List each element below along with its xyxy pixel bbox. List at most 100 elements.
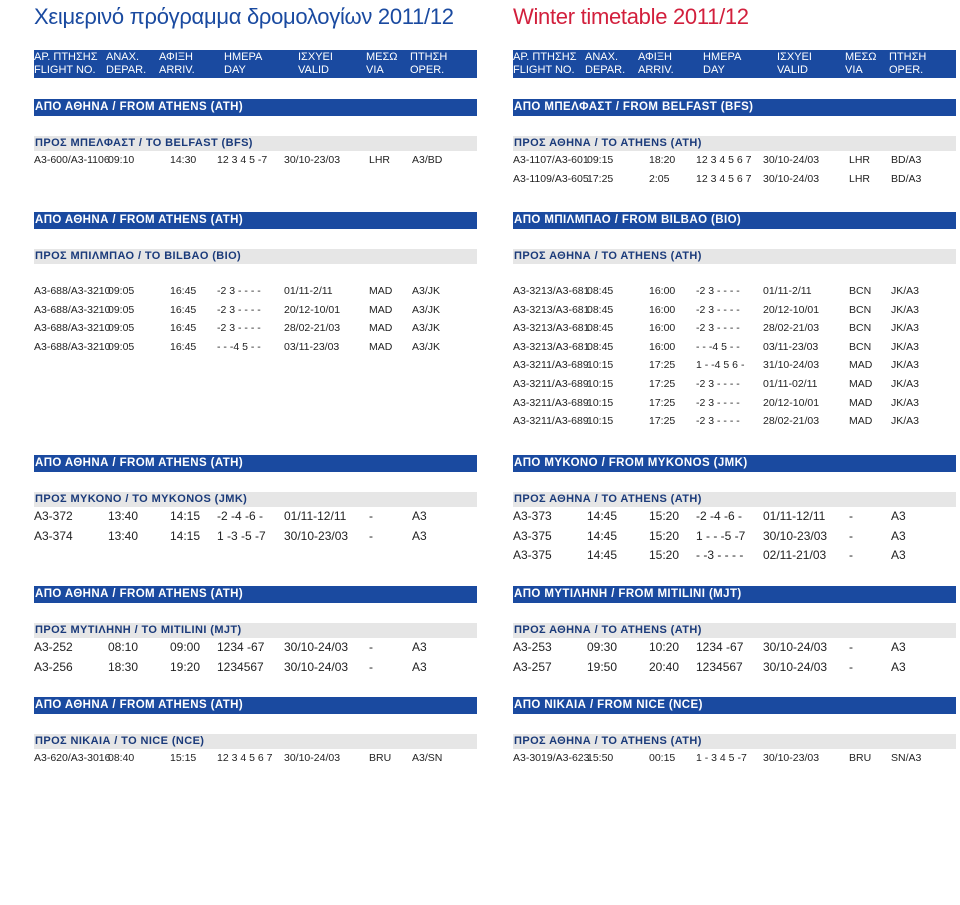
validity-period: 30/10-23/03 — [284, 528, 349, 543]
operating-days: -2 3 - - - - — [217, 322, 261, 335]
route-section-bilbao-athens: ΑΠΟ ΜΠΙΛΜΠΑΟ / FROM BILBAO (BIO) ΠΡΟΣ ΑΘ… — [513, 212, 956, 432]
arrival-time: 16:00 — [649, 303, 676, 316]
departure-time: 08:45 — [587, 340, 614, 353]
flight-row: A3-257 19:50 20:40 1234567 30/10-24/03 - A3 — [513, 658, 956, 678]
flight-number: A3-3211/A3-689 — [513, 396, 589, 409]
flight-row: A3-253 09:30 10:20 1234 -67 30/10-24/03 - A3 — [513, 638, 956, 658]
departure-time: 09:05 — [108, 285, 135, 297]
operating-days: 1234 -67 — [696, 640, 744, 654]
departure-time: 14:45 — [587, 528, 618, 543]
header-operator-gr: ΠΤΗΣΗ — [889, 51, 927, 63]
departure-time: 09:30 — [587, 640, 618, 654]
via-airport: BRU — [369, 752, 392, 764]
validity-period: 30/10-24/03 — [763, 640, 828, 654]
operating-days: - -3 - - - - — [696, 548, 744, 563]
flight-rows: A3-3019/A3-623 15:50 00:15 1 - 3 4 5 -7 30/1… — [513, 750, 956, 769]
arrival-time: 14:15 — [170, 509, 201, 523]
operating-carrier: JK/A3 — [891, 377, 920, 390]
departure-time: 13:40 — [108, 509, 139, 523]
departure-time: 15:50 — [587, 752, 614, 764]
flight-row: A3-1109/A3-605 17:25 2:05 12 3 4 5 6 7 30/10… — [513, 171, 956, 190]
via-airport: - — [849, 528, 853, 543]
flight-number: A3-3213/A3-681 — [513, 340, 590, 353]
route-to-bar: ΠΡΟΣ ΝΙΚΑΙΑ / TO NICE (NCE) — [34, 734, 477, 749]
flight-number: A3-3211/A3-689 — [513, 377, 589, 390]
operating-days: 1 - 3 4 5 -7 — [696, 752, 747, 764]
flight-row: A3-688/A3-3210 09:05 16:45 -2 3 - - - - 01/1… — [34, 283, 477, 302]
flight-number: A3-1109/A3-605 — [513, 172, 589, 185]
flight-number: A3-688/A3-3210 — [34, 322, 111, 335]
departure-time: 10:15 — [587, 377, 614, 390]
flight-number: A3-688/A3-3210 — [34, 303, 111, 316]
flight-number: A3-3213/A3-681 — [513, 322, 590, 335]
operating-days: 1 - -4 5 6 - — [696, 359, 745, 372]
operating-carrier: A3 — [412, 640, 427, 654]
flight-number: A3-3019/A3-623 — [513, 752, 590, 764]
arrival-time: 16:45 — [170, 340, 197, 353]
flight-row: A3-3213/A3-681 08:45 16:00 - - -4 5 - - 03/1… — [513, 339, 956, 358]
header-arrival: ARRIV. — [638, 64, 674, 76]
validity-period: 01/11-2/11 — [763, 285, 812, 297]
validity-period: 30/10-24/03 — [763, 659, 828, 674]
flight-number: A3-256 — [34, 659, 73, 674]
departure-time: 14:45 — [587, 509, 618, 523]
route-from-bar: ΑΠΟ ΝΙΚΑΙΑ / FROM NICE (NCE) — [513, 697, 956, 714]
route-from-bar: ΑΠΟ ΑΘΗΝΑ / FROM ATHENS (ATH) — [34, 212, 477, 229]
header-flight-no-gr: ΑΡ. ΠΤΗΣΗΣ — [513, 51, 577, 63]
operating-carrier: A3 — [891, 659, 906, 674]
column-header-english: FLIGHT NO. DEPAR. ARRIV. DAY VALID VIA O… — [513, 64, 956, 77]
arrival-time: 00:15 — [649, 752, 676, 764]
arrival-time: 16:00 — [649, 285, 676, 297]
arrival-time: 14:15 — [170, 528, 201, 543]
departure-time: 09:10 — [108, 154, 135, 166]
via-airport: BCN — [849, 303, 872, 316]
arrival-time: 18:20 — [649, 154, 676, 166]
validity-period: 30/10-23/03 — [763, 528, 828, 543]
via-airport: MAD — [849, 415, 873, 428]
header-departure-gr: ΑΝΑΧ. — [106, 51, 140, 63]
route-to-bar: ΠΡΟΣ ΑΘΗΝΑ / TO ATHENS (ATH) — [513, 734, 956, 749]
operating-days: 12 3 4 5 6 7 — [696, 154, 752, 166]
operating-days: -2 3 - - - - — [696, 396, 740, 409]
route-to-bar: ΠΡΟΣ ΑΘΗΝΑ / TO ATHENS (ATH) — [513, 623, 956, 638]
arrival-time: 17:25 — [649, 359, 676, 372]
departure-time: 09:05 — [108, 303, 135, 316]
departure-time: 13:40 — [108, 528, 139, 543]
arrival-time: 15:20 — [649, 509, 680, 523]
arrival-time: 16:45 — [170, 322, 197, 335]
header-day-gr: ΗΜΕΡΑ — [224, 51, 263, 63]
column-header-bar: ΑΡ. ΠΤΗΣΗΣ ΑΝΑΧ. ΑΦΙΞΗ ΗΜΕΡΑ ΙΣΧΥΕΙ ΜΕΣΩ… — [34, 50, 477, 78]
via-airport: - — [369, 509, 373, 523]
validity-period: 01/11-12/11 — [763, 509, 826, 523]
column-header-bar: ΑΡ. ΠΤΗΣΗΣ ΑΝΑΧ. ΑΦΙΞΗ ΗΜΕΡΑ ΙΣΧΥΕΙ ΜΕΣΩ… — [513, 50, 956, 78]
operating-carrier: A3 — [891, 548, 906, 563]
operating-days: - - -4 5 - - — [217, 340, 261, 353]
arrival-time: 15:20 — [649, 548, 680, 563]
operating-carrier: BD/A3 — [891, 154, 922, 166]
validity-period: 28/02-21/03 — [763, 415, 820, 428]
route-from-bar: ΑΠΟ ΜΠΙΛΜΠΑΟ / FROM BILBAO (BIO) — [513, 212, 956, 229]
flight-number: A3-373 — [513, 509, 552, 523]
operating-days: -2 3 - - - - — [696, 322, 740, 335]
validity-period: 03/11-23/03 — [284, 340, 340, 353]
operating-days: -2 3 - - - - — [696, 303, 740, 316]
flight-row: A3-3213/A3-681 08:45 16:00 -2 3 - - - - 20/1… — [513, 302, 956, 321]
operating-carrier: A3/SN — [412, 752, 443, 764]
route-section-mykonos-athens: ΑΠΟ ΜΥΚΟΝΟ / FROM MYKONOS (JMK) ΠΡΟΣ ΑΘΗ… — [513, 455, 956, 566]
operating-carrier: JK/A3 — [891, 359, 920, 372]
flight-number: A3-3213/A3-681 — [513, 303, 590, 316]
via-airport: MAD — [369, 285, 393, 297]
via-airport: BCN — [849, 322, 872, 335]
via-airport: BCN — [849, 285, 872, 297]
flight-row: A3-373 14:45 15:20 -2 -4 -6 - 01/11-12/11 - A3 — [513, 507, 956, 527]
route-from-bar: ΑΠΟ ΑΘΗΝΑ / FROM ATHENS (ATH) — [34, 455, 477, 472]
operating-carrier: JK/A3 — [891, 415, 920, 428]
route-to-bar: ΠΡΟΣ ΑΘΗΝΑ / TO ATHENS (ATH) — [513, 136, 956, 151]
header-via: VIA — [845, 64, 863, 76]
arrival-time: 17:25 — [649, 415, 676, 428]
flight-number: A3-375 — [513, 528, 552, 543]
flight-row: A3-3213/A3-681 08:45 16:00 -2 3 - - - - 28/0… — [513, 320, 956, 339]
departure-time: 10:15 — [587, 396, 614, 409]
header-operator: OPER. — [889, 64, 924, 76]
header-day: DAY — [224, 64, 246, 76]
